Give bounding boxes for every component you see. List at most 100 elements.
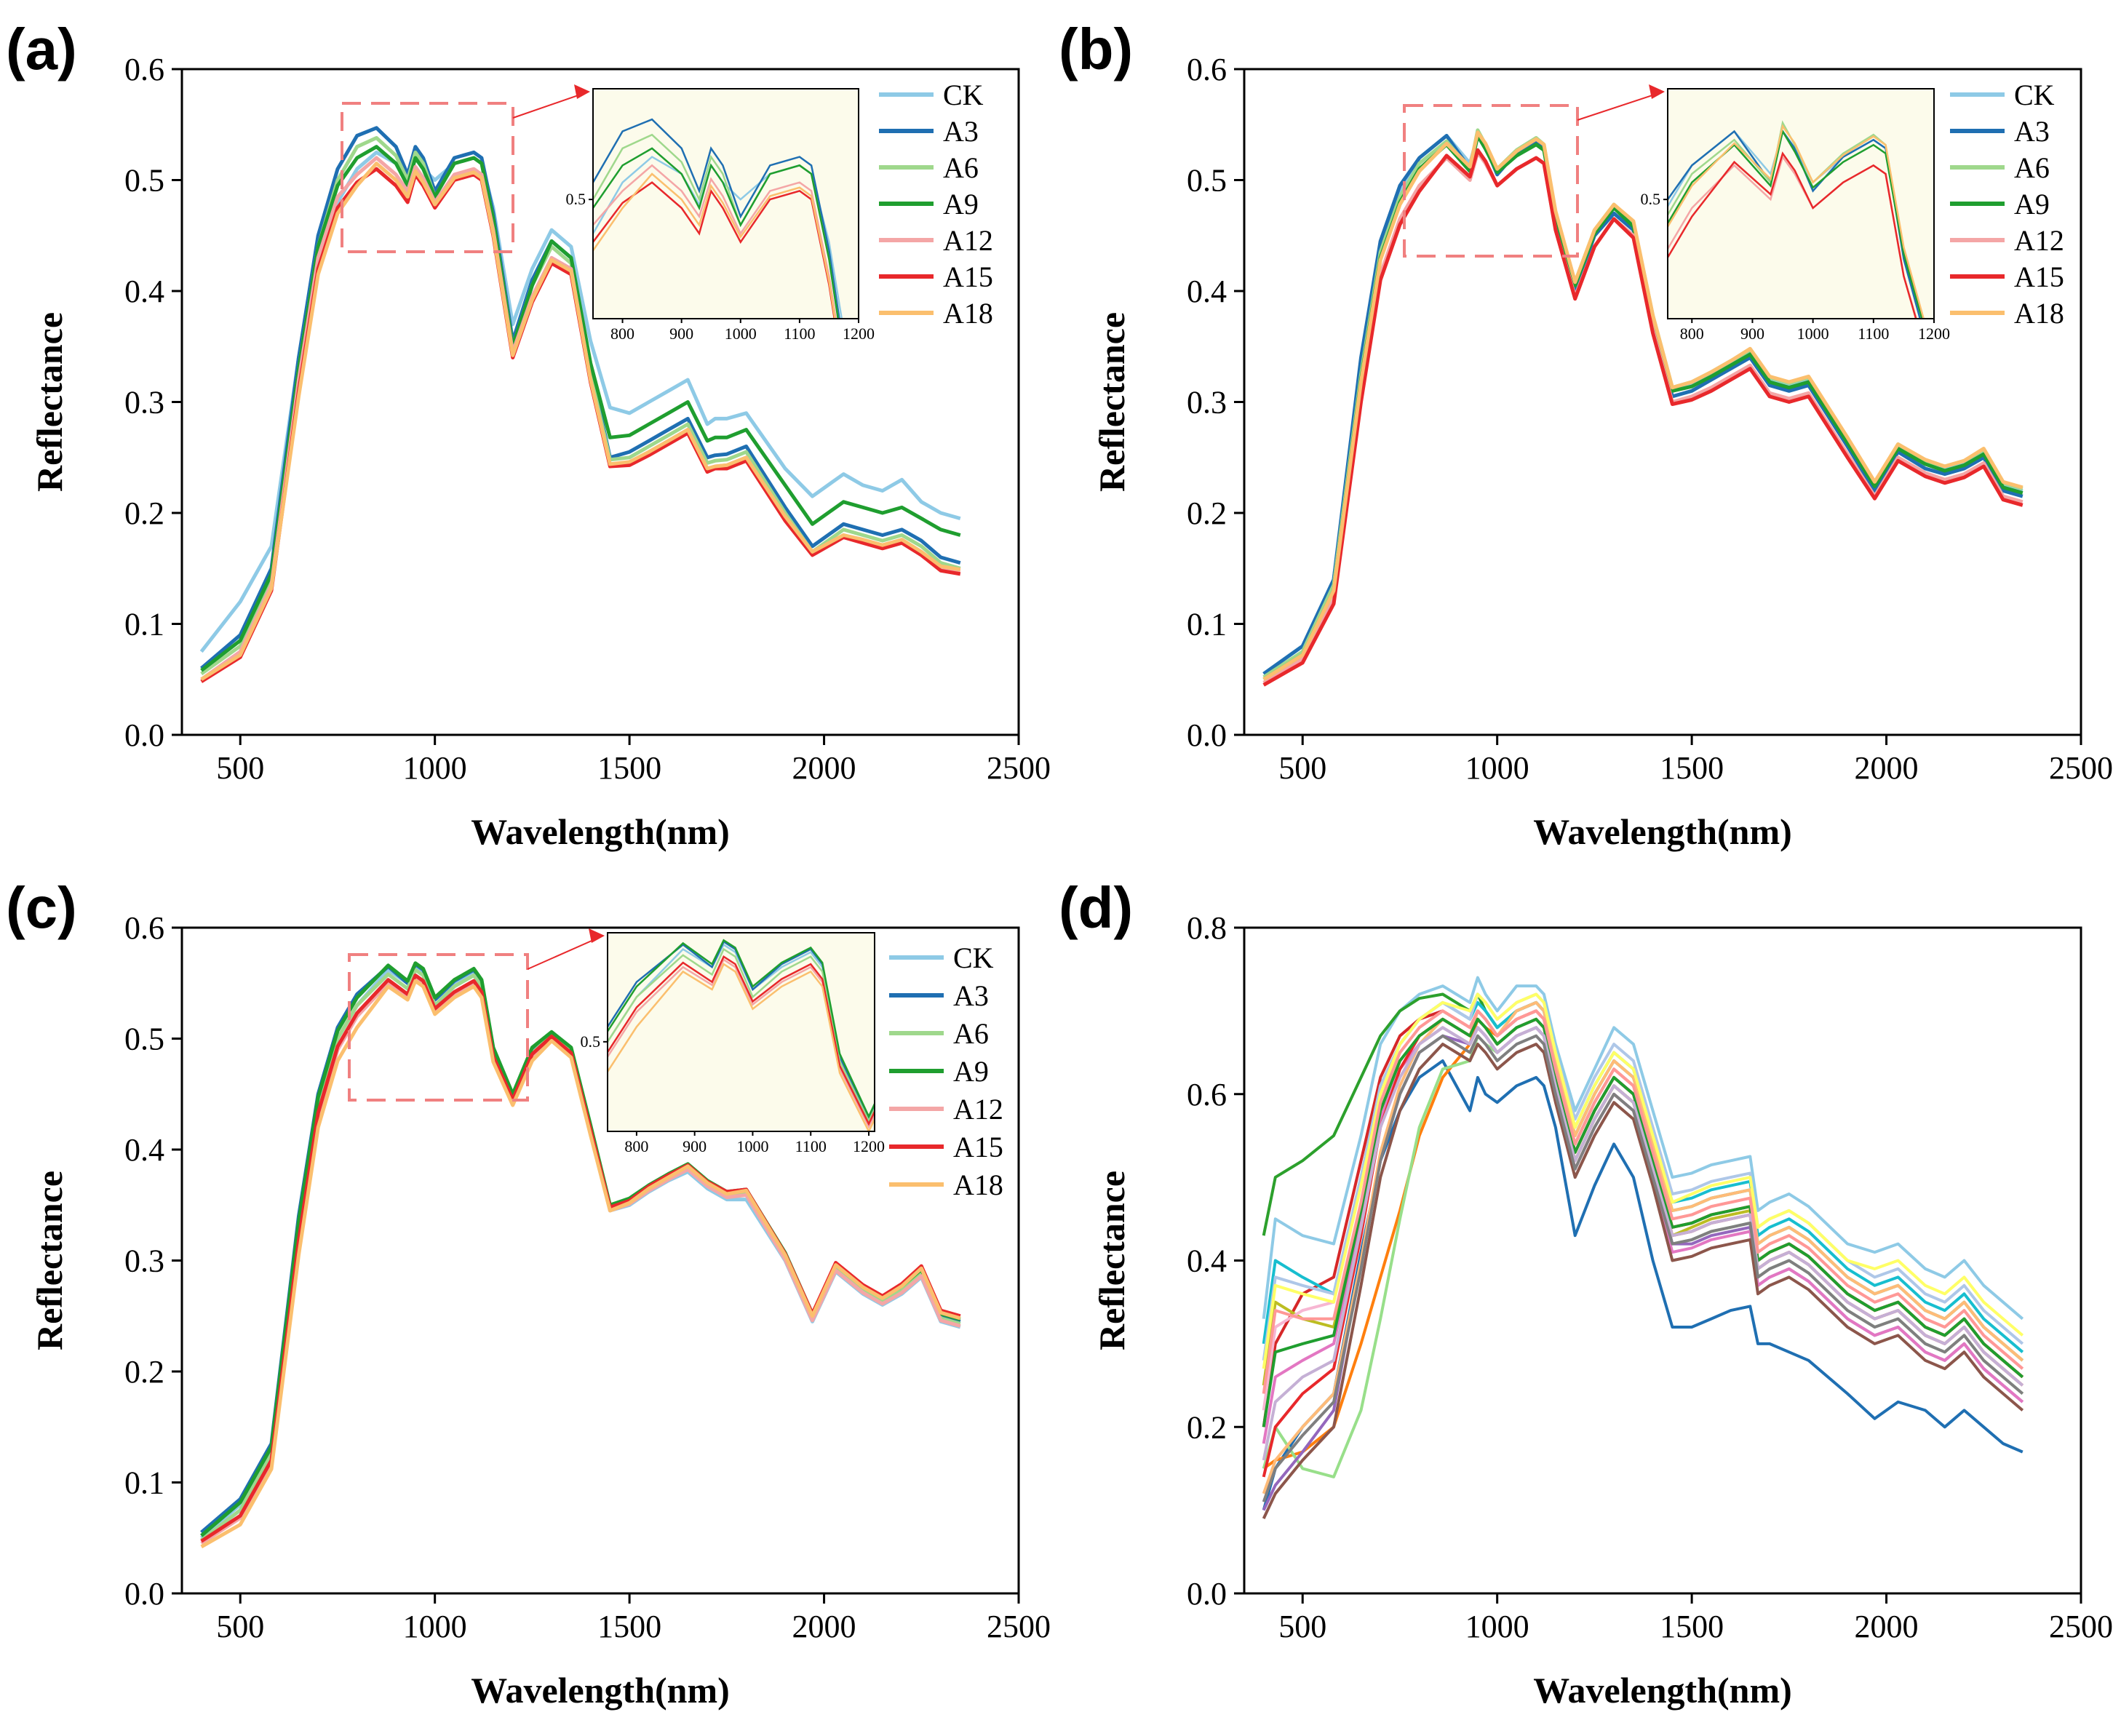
inset-series-line (608, 940, 875, 1122)
panel-label: (d) (1059, 875, 1133, 940)
legend-label: CK (2014, 79, 2055, 111)
series-line (1262, 1059, 2023, 1511)
inset-x-tick-label: 1100 (784, 324, 815, 343)
series-line (1262, 130, 2023, 681)
y-tick-label: 0.6 (124, 910, 164, 946)
legend-label: A3 (943, 115, 979, 148)
legend-label: A18 (953, 1168, 1003, 1201)
y-axis-title: Reflectance (1091, 1171, 1132, 1350)
plot-frame (180, 926, 1020, 1595)
zoom-connector (527, 935, 604, 970)
x-tick-label: 500 (1278, 1609, 1326, 1644)
inset-series-group (1668, 120, 1925, 319)
inset-series-line (608, 947, 875, 1123)
x-tick-label: 1000 (403, 750, 467, 786)
x-tick-label: 2500 (2049, 750, 2113, 786)
y-tick-label: 0.3 (124, 1243, 164, 1279)
y-axis-title: Reflectance (29, 312, 70, 492)
inset-series-line (593, 156, 843, 319)
inset-x-tick-label: 1100 (795, 1137, 827, 1155)
x-tick-label: 1000 (1465, 750, 1529, 786)
panel-a: (a) 500 1000 1500 2000 2500 0.0 0.1 0.2 0.3 0.4 0.5… (6, 17, 1051, 852)
legend-label: A9 (2014, 188, 2050, 220)
y-tick-label: 0.4 (124, 1132, 164, 1168)
panel-label: (a) (6, 17, 77, 81)
legend: CK A3 A6 A9 A12 A15 A18 (889, 941, 1003, 1201)
inset-x-tick-label: 900 (1740, 324, 1764, 343)
legend-label: A12 (2014, 224, 2064, 257)
panel-label: (b) (1059, 17, 1133, 81)
y-tick-label: 0.6 (124, 52, 164, 87)
x-tick-label: 500 (216, 1609, 264, 1644)
x-tick-label: 1500 (597, 750, 661, 786)
plot-frame (1243, 926, 2082, 1595)
y-tick-label: 0.0 (1187, 717, 1227, 753)
series-group (1262, 976, 2024, 1519)
y-tick-label: 0.2 (1187, 495, 1227, 531)
inset-series-line (608, 955, 875, 1126)
x-tick-label: 1500 (1660, 1609, 1724, 1644)
x-tick-label: 2000 (1855, 1609, 1919, 1644)
inset-series-line (608, 963, 875, 1131)
legend-label: A18 (2014, 297, 2064, 330)
inset-x-tick-label: 1000 (736, 1137, 768, 1155)
inset-series-group (593, 118, 843, 319)
inset-x-tick-label: 1000 (1797, 324, 1829, 343)
y-tick-label: 0.4 (1187, 274, 1227, 309)
x-axis-title: Wavelength(nm) (471, 1670, 730, 1711)
y-axis-title: Reflectance (1091, 312, 1132, 492)
legend-label: A6 (953, 1017, 989, 1050)
y-tick-label: 0.2 (124, 1354, 164, 1390)
series-line (200, 145, 961, 672)
x-tick-label: 1500 (597, 1609, 661, 1644)
series-line (200, 136, 961, 676)
x-axis-title: Wavelength(nm) (1533, 811, 1792, 852)
x-axis-title: Wavelength(nm) (1533, 1670, 1792, 1711)
x-tick-label: 1000 (403, 1609, 467, 1644)
series-line (1262, 992, 2024, 1369)
y-tick-label: 0.1 (1187, 607, 1227, 642)
inset: 800 900 1000 1100 1200 0.5 (581, 932, 885, 1155)
zoom-arrowhead (589, 928, 605, 943)
panel-c: (c) 500 1000 1500 2000 2500 0.0 0.1 0.2 0.3 0.4 0.5… (6, 875, 1051, 1711)
series-line (1262, 1043, 2024, 1519)
y-tick-label: 0.1 (124, 607, 164, 642)
inset-background (1668, 89, 1934, 319)
inset-frame (607, 932, 875, 1132)
legend-label: A15 (2014, 260, 2064, 293)
inset: 800 900 1000 1100 1200 0.5 (1641, 88, 1950, 343)
legend-label: A6 (2014, 151, 2050, 184)
x-tick-label: 2000 (792, 750, 856, 786)
x-tick-label: 2500 (2049, 1609, 2113, 1644)
y-tick-label: 0.1 (124, 1465, 164, 1501)
series-group (1262, 128, 2023, 687)
inset-series-line (593, 181, 836, 319)
legend-label: A18 (943, 297, 993, 330)
x-tick-label: 2000 (1855, 750, 1919, 786)
series-group (199, 126, 961, 683)
x-tick-label: 1500 (1660, 750, 1724, 786)
panel-b: (b) 500 1000 1500 2000 2500 0.0 0.1 0.2 0.3 0.4 0.5… (1059, 17, 2113, 852)
inset-frame (592, 88, 859, 319)
legend-label: A12 (943, 224, 993, 257)
y-axis-title: Reflectance (29, 1171, 70, 1350)
y-tick-label: 0.3 (124, 385, 164, 421)
y-tick-label: 0.4 (124, 274, 164, 309)
zoom-box (1403, 104, 1579, 258)
y-tick-label: 0.4 (1187, 1243, 1227, 1279)
inset-series-line (1668, 129, 1923, 319)
inset-x-tick-label: 1200 (1918, 324, 1950, 343)
x-tick-label: 1000 (1465, 1609, 1529, 1644)
legend-label: A6 (943, 151, 979, 184)
series-group (200, 961, 961, 1549)
y-tick-label: 0.6 (1187, 1077, 1227, 1112)
inset-series-line (1668, 124, 1925, 319)
inset-x-tick-label: 1200 (843, 324, 875, 343)
y-tick-label: 0.2 (1187, 1409, 1227, 1445)
legend-label: CK (943, 79, 984, 111)
y-tick-label: 0.8 (1187, 910, 1227, 946)
legend-label: A12 (953, 1093, 1003, 1126)
series-line (1262, 1009, 2024, 1411)
series-line (1262, 1009, 2024, 1394)
inset-series-line (593, 133, 840, 319)
